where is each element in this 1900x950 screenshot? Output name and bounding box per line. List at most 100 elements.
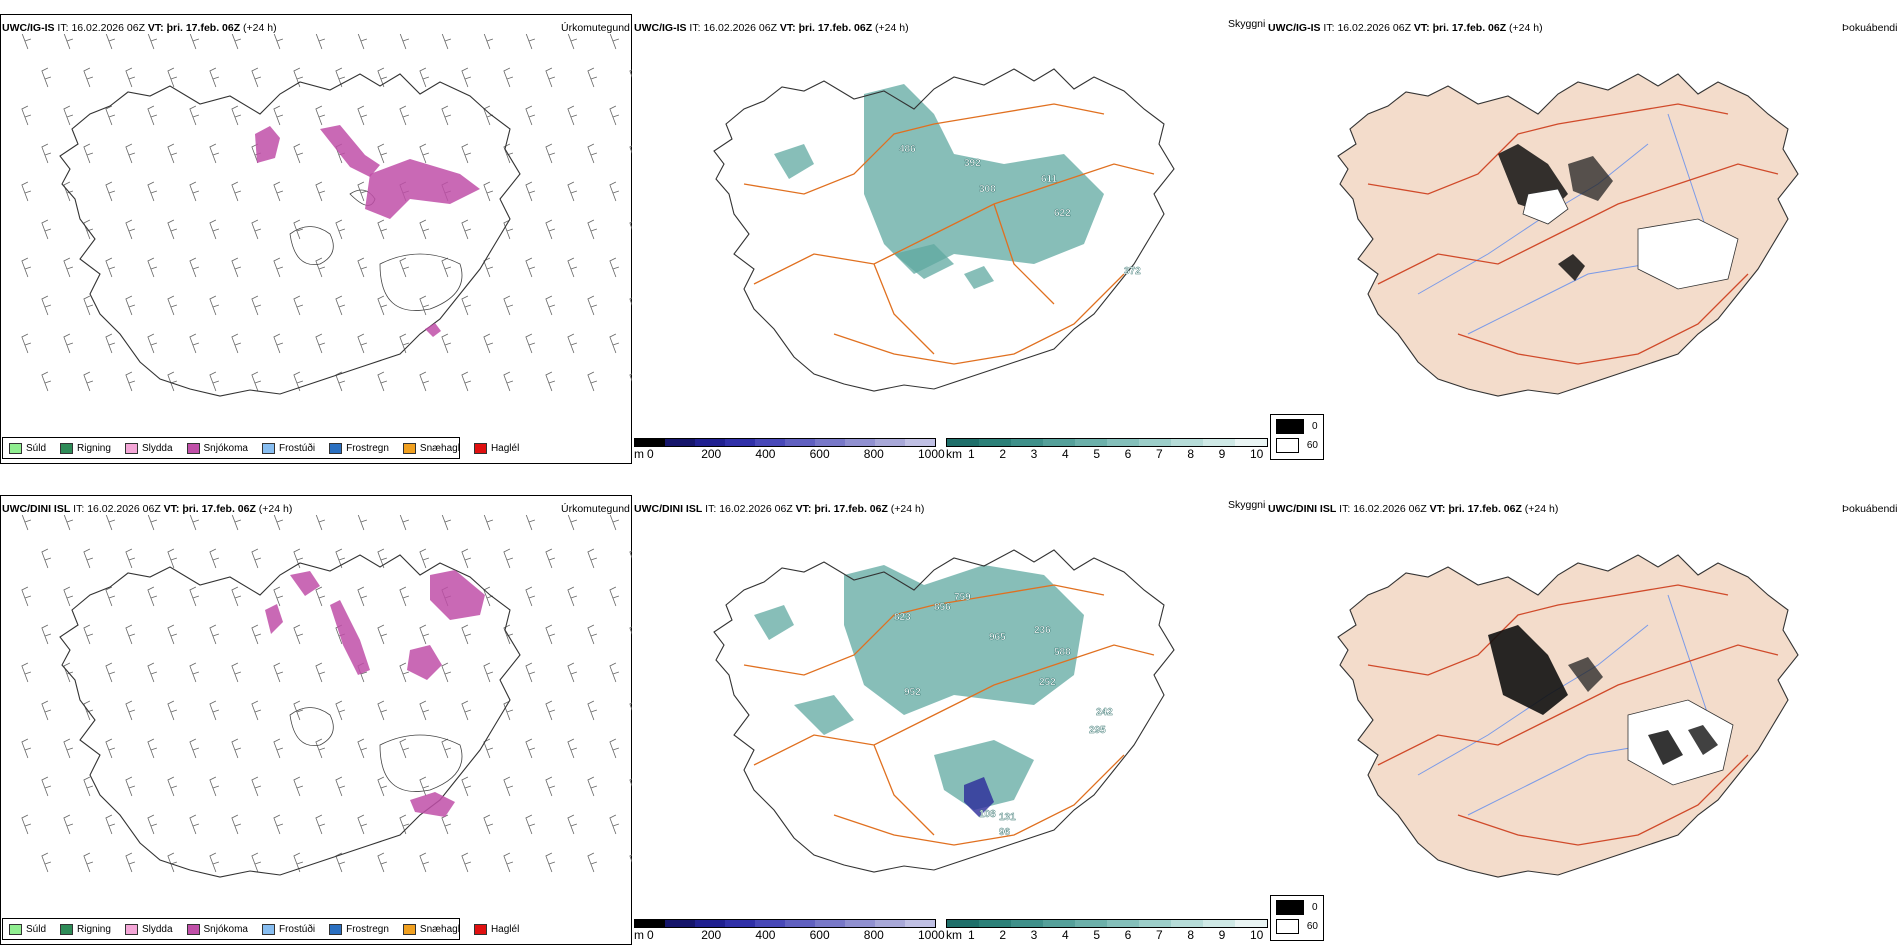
wind-barb — [461, 852, 472, 873]
wind-barb — [483, 515, 494, 531]
wind-barb — [609, 738, 620, 759]
cloudbase-label: 108 — [979, 809, 996, 820]
precip-legend-item: Haglél — [473, 923, 519, 935]
wind-barb — [147, 662, 158, 683]
wind-barb — [63, 257, 74, 278]
lead-time: (+24 h) — [258, 503, 293, 515]
wind-barb — [419, 548, 430, 569]
wind-barb — [21, 515, 32, 531]
vt-label: VT: — [1413, 22, 1430, 34]
wind-barb — [357, 181, 368, 202]
scale-bin — [1139, 439, 1171, 446]
wind-barb — [419, 143, 430, 164]
wind-barb — [209, 776, 220, 797]
vt-value: þri. 17.feb. 06Z — [814, 503, 888, 515]
precip-legend-item: Slydda — [124, 923, 173, 935]
vt-value: þri. 17.feb. 06Z — [1448, 503, 1522, 515]
wind-barb — [587, 67, 598, 88]
precip-legend-item: Frostregn — [329, 923, 389, 935]
wind-barb — [503, 700, 514, 721]
vt-value: þri. 17.feb. 06Z — [182, 503, 256, 515]
scale-bin — [1107, 439, 1139, 446]
wind-barb — [503, 548, 514, 569]
wind-barb — [105, 34, 116, 50]
wind-barb — [105, 586, 116, 607]
wind-barb — [273, 181, 284, 202]
precip-legend-2: Súld Rigning Slydda Snjókoma Frostúði Frostre… — [2, 918, 519, 940]
wind-barb — [209, 295, 220, 316]
scale-bin — [1171, 920, 1203, 927]
legend-label: Súld — [26, 442, 47, 454]
wind-barb — [189, 333, 200, 354]
wind-barb — [167, 776, 178, 797]
wind-barb — [21, 814, 32, 835]
wind-barb — [545, 295, 556, 316]
roads — [1367, 103, 1779, 365]
legend-swatch — [402, 923, 416, 935]
wind-barb — [231, 515, 242, 531]
legend-swatch — [60, 442, 74, 454]
visibility-areas — [774, 84, 1104, 289]
wind-barb — [83, 624, 94, 645]
scale-bin — [1011, 439, 1043, 446]
wind-barb — [525, 738, 536, 759]
wind-barb — [105, 105, 116, 126]
cloudbase-label: 952 — [904, 687, 921, 698]
cloudbase-scale-2: m 0 200 400 600 800 1000 — [634, 919, 945, 942]
scale-unit: km — [946, 928, 962, 942]
legend-swatch — [9, 923, 22, 935]
visibility-areas — [754, 565, 1084, 810]
legend-swatch — [9, 442, 22, 454]
wind-barb — [545, 143, 556, 164]
wind-barb — [293, 852, 304, 873]
precip-panel-1 — [0, 14, 632, 464]
wind-barb — [189, 738, 200, 759]
wind-barb — [525, 105, 536, 126]
wind-barb — [629, 373, 632, 382]
wind-barb — [147, 257, 158, 278]
wind-barb — [315, 662, 326, 683]
wind-barb — [83, 143, 94, 164]
cloudbase-scale-1: m 0 200 400 600 800 1000 — [634, 438, 945, 461]
wind-barb — [125, 371, 136, 392]
legend-swatch — [186, 442, 200, 454]
scale-bin — [815, 920, 845, 927]
wind-barb — [503, 67, 514, 88]
lead-time: (+24 h) — [243, 22, 277, 34]
it-label: IT: — [1339, 503, 1351, 515]
wind-barb — [63, 34, 74, 50]
cloudbase-label: 392 — [964, 158, 981, 169]
scale-bin — [725, 920, 755, 927]
wind-barb — [315, 586, 326, 607]
scale-unit: m — [634, 928, 644, 942]
wind-barb — [105, 814, 116, 835]
wind-barb — [251, 852, 262, 873]
wind-barb — [609, 181, 620, 202]
scale-bin — [1075, 439, 1107, 446]
wind-barb — [105, 333, 116, 354]
wind-barb — [63, 515, 74, 531]
wind-barb — [21, 586, 32, 607]
wind-barb — [147, 586, 158, 607]
wind-barb — [377, 776, 388, 797]
lead-time: (+24 h) — [890, 503, 925, 515]
legend-swatch — [261, 442, 275, 454]
legend-swatch — [473, 923, 487, 935]
fog-title-1: UWC/IG-IS IT: 16.02.2026 06Z VT: þri. 17… — [1268, 22, 1543, 34]
scale-bar — [634, 438, 936, 447]
wind-barb — [357, 34, 368, 50]
scale-tick-label: 2 — [999, 928, 1007, 942]
wind-barb — [399, 738, 410, 759]
scale-tick-label: 9 — [1218, 928, 1226, 942]
wind-barb — [125, 67, 136, 88]
cloudbase-label: 588 — [1054, 647, 1071, 658]
legend-swatch — [329, 923, 343, 935]
wind-barb — [399, 34, 410, 50]
wind-barb — [357, 586, 368, 607]
wind-barb — [21, 181, 32, 202]
wind-barb — [105, 257, 116, 278]
wind-barb — [315, 105, 326, 126]
precip-title-1: UWC/IG-IS IT: 16.02.2026 06Z VT: þri. 17… — [2, 22, 277, 34]
wind-barb — [105, 515, 116, 531]
wind-barb — [609, 586, 620, 607]
